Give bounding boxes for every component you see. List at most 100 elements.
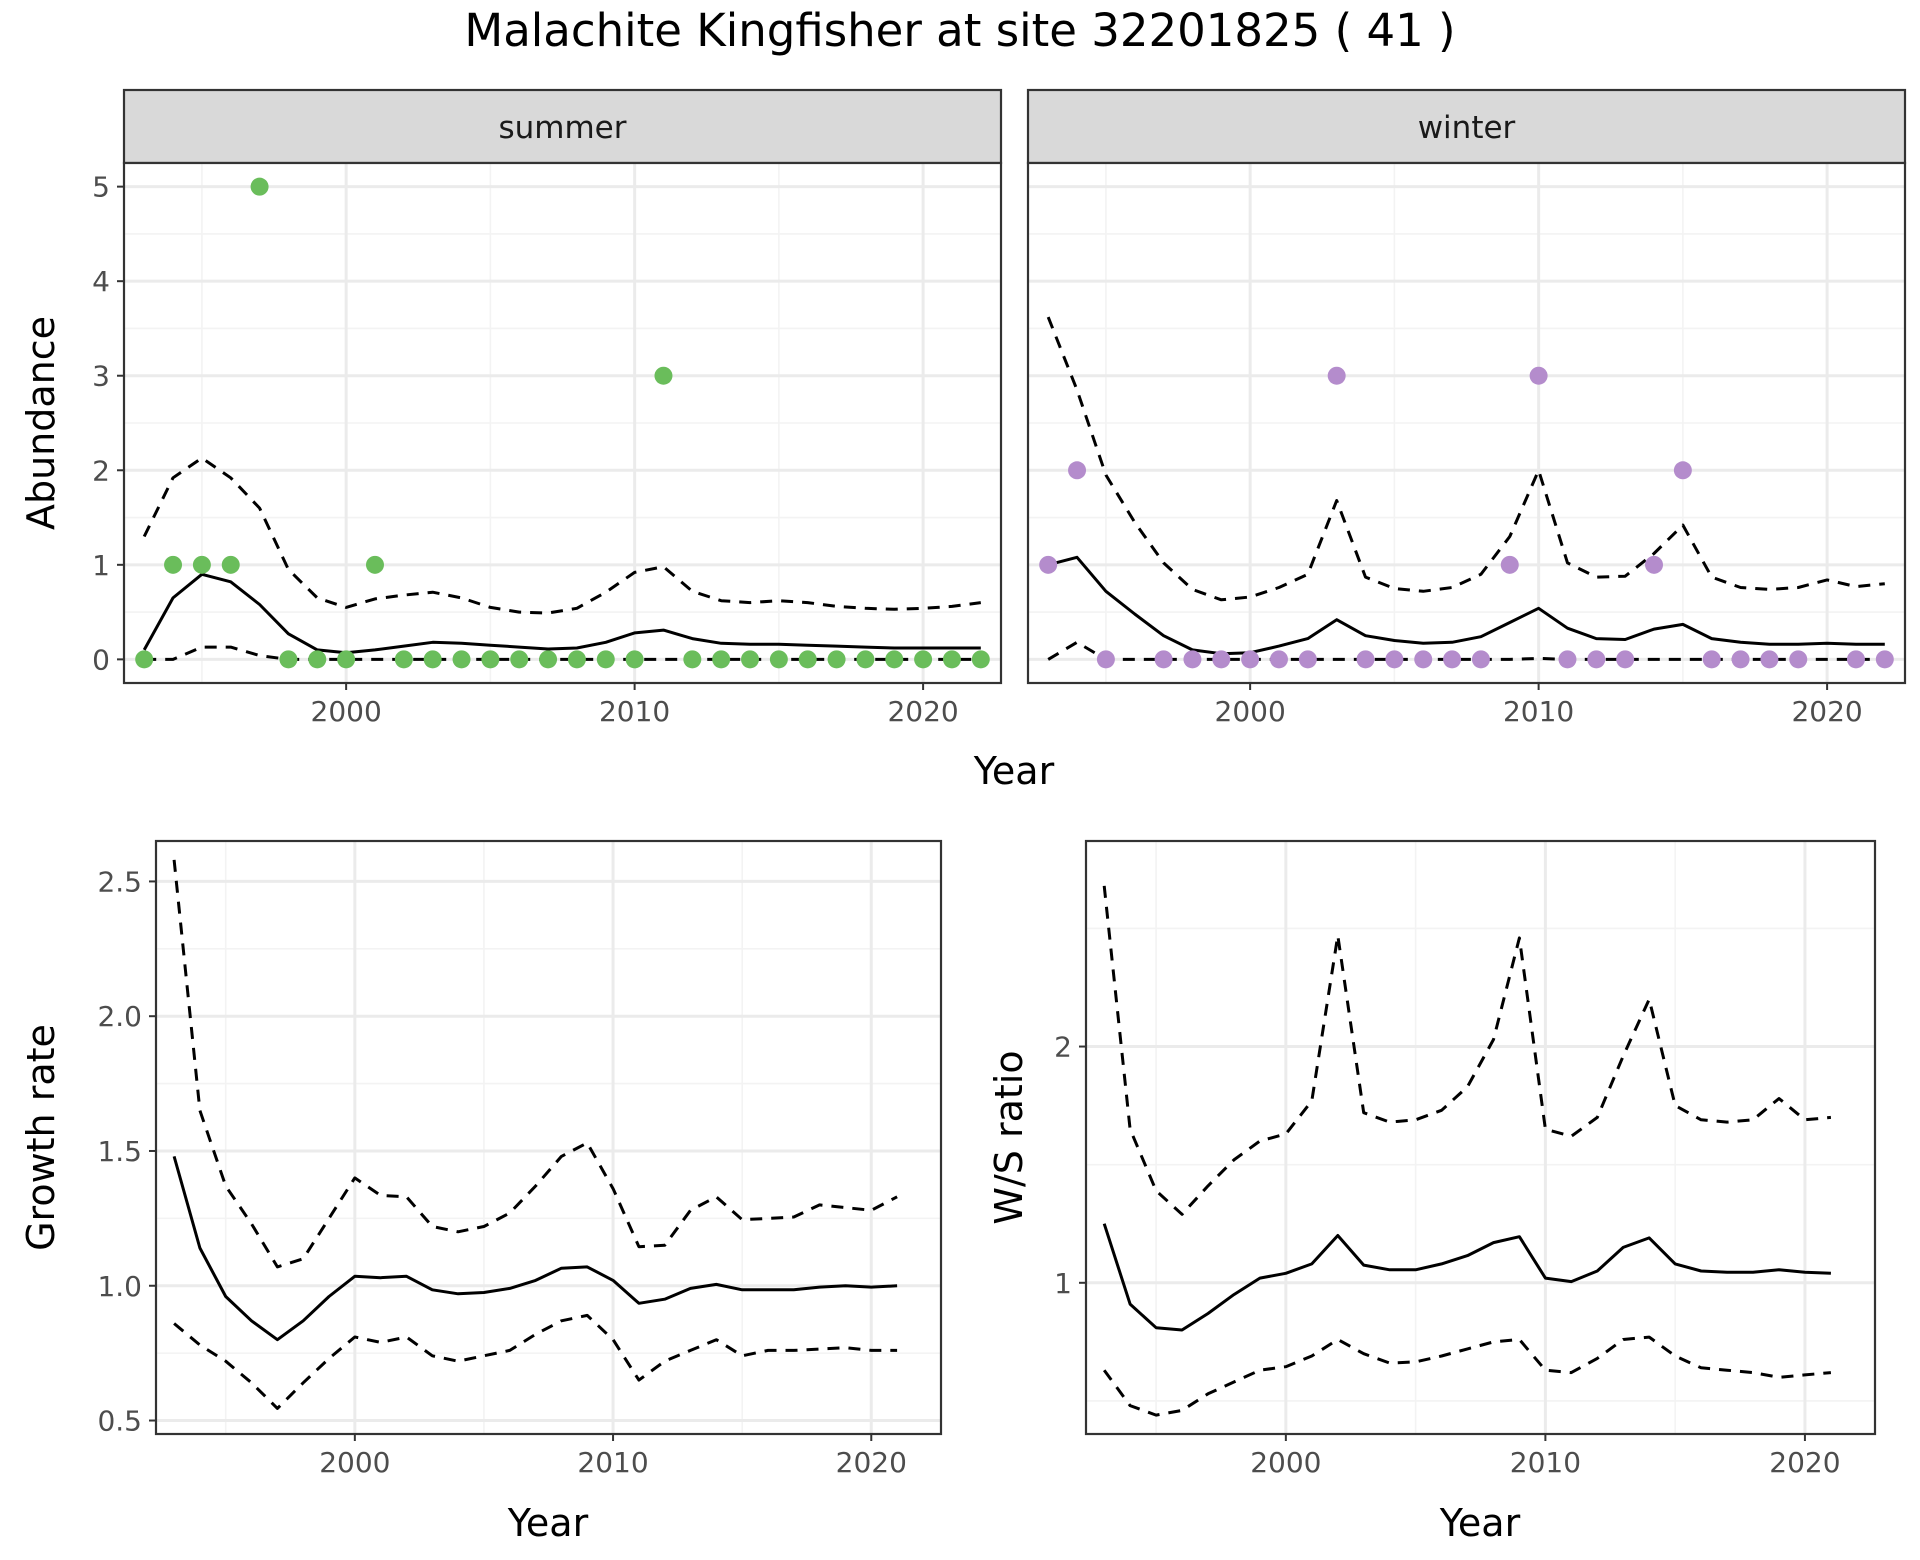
y-tick-label: 4 [92, 265, 110, 298]
data-point [1298, 650, 1317, 669]
data-point [1241, 650, 1260, 669]
data-point [625, 650, 644, 669]
data-point [135, 650, 154, 669]
data-point [1414, 650, 1433, 669]
data-point [1760, 650, 1779, 669]
panel-background [156, 841, 941, 1434]
y-tick-label: 5 [92, 171, 110, 204]
data-point [394, 650, 413, 669]
data-point [1096, 650, 1115, 669]
chart-title: Malachite Kingfisher at site 32201825 ( … [464, 4, 1456, 57]
x-tick-label: 2020 [887, 695, 958, 728]
x-tick-label: 2000 [1250, 1446, 1321, 1479]
y-tick-label: 1 [92, 549, 110, 582]
data-point [741, 650, 760, 669]
data-point [1616, 650, 1635, 669]
data-point [567, 650, 586, 669]
data-point [1356, 650, 1375, 669]
data-point [914, 650, 933, 669]
y-tick-label: 1.5 [97, 1135, 142, 1168]
panel-border [154, 839, 943, 1436]
data-point [1154, 650, 1173, 669]
upper-bound-line [1046, 316, 1885, 602]
y-axis-label: Growth rate [19, 1024, 63, 1251]
data-point [769, 650, 788, 669]
data-point [539, 650, 558, 669]
panel-border [1026, 161, 1907, 685]
data-point [1529, 366, 1548, 385]
data-point [1269, 650, 1288, 669]
data-point [1558, 650, 1577, 669]
data-point [423, 650, 442, 669]
facet-strip [122, 88, 1003, 165]
facet-strip-label: winter [1418, 110, 1516, 146]
y-tick-label: 0.5 [97, 1405, 142, 1438]
data-point [365, 555, 384, 574]
data-point [452, 650, 471, 669]
data-point [1587, 650, 1606, 669]
y-tick-label: 2 [92, 454, 110, 487]
x-tick-label: 2010 [577, 1446, 648, 1479]
data-point [1673, 461, 1692, 480]
data-point [712, 650, 731, 669]
upper-bound-line [142, 456, 981, 615]
y-tick-label: 2 [1054, 1031, 1072, 1064]
data-point [1846, 650, 1865, 669]
y-axis-label: Abundance [19, 316, 63, 530]
x-tick-label: 2020 [1769, 1446, 1840, 1479]
y-tick-label: 0 [92, 643, 110, 676]
data-point [1875, 650, 1894, 669]
x-axis-label: Year [973, 749, 1055, 793]
data-point [510, 650, 529, 669]
lower-bound-line [173, 1313, 898, 1410]
y-axis-label: W/S ratio [987, 1050, 1031, 1224]
data-point [885, 650, 904, 669]
data-point [1702, 650, 1721, 669]
data-point [337, 650, 356, 669]
data-point [1471, 650, 1490, 669]
x-axis-label: Year [507, 1501, 589, 1545]
data-point [971, 650, 990, 669]
data-point [798, 650, 817, 669]
panel-border [1084, 839, 1877, 1436]
x-tick-label: 2010 [1503, 695, 1574, 728]
mean-line [142, 572, 981, 655]
data-point [192, 555, 211, 574]
x-tick-label: 2010 [1510, 1446, 1581, 1479]
upper-bound-line [1102, 885, 1832, 1216]
data-point [308, 650, 327, 669]
data-point [279, 650, 298, 669]
data-point [1212, 650, 1231, 669]
mean-line [172, 1155, 898, 1342]
panel-background [1086, 841, 1875, 1434]
x-tick-label: 2000 [311, 695, 382, 728]
x-axis-label: Year [1439, 1501, 1521, 1545]
data-point [827, 650, 846, 669]
panel-border [122, 161, 1003, 685]
x-tick-label: 2000 [319, 1446, 390, 1479]
y-tick-label: 1 [1054, 1267, 1072, 1300]
y-tick-label: 2.5 [97, 865, 142, 898]
data-point [1731, 650, 1750, 669]
x-tick-label: 2020 [836, 1446, 907, 1479]
facet-strip [1026, 88, 1907, 165]
x-tick-label: 2020 [1791, 695, 1862, 728]
x-tick-label: 2010 [599, 695, 670, 728]
data-point [1039, 555, 1058, 574]
data-point [1789, 650, 1808, 669]
data-point [683, 650, 702, 669]
data-point [596, 650, 615, 669]
y-tick-label: 1.0 [97, 1270, 142, 1303]
data-point [1443, 650, 1462, 669]
y-tick-label: 2.0 [97, 1000, 142, 1033]
mean-line [1047, 555, 1885, 656]
data-point [250, 177, 269, 196]
data-point [654, 366, 673, 385]
data-point [221, 555, 240, 574]
x-tick-label: 2000 [1215, 695, 1286, 728]
lower-bound-line [1102, 1335, 1832, 1417]
data-point [856, 650, 875, 669]
data-point [1500, 555, 1519, 574]
